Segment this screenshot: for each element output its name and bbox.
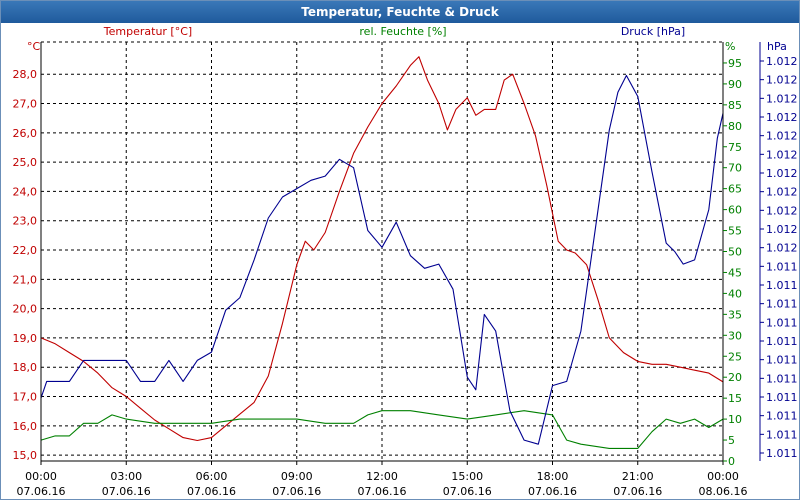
temperature-tick-label: 17,0: [13, 391, 38, 404]
x-tick-time: 18:00: [537, 470, 569, 483]
chart-axes: 15,0 16,0 17,0 18,0 19,0 20,0 21,0 22,0 23,0 24,0…: [13, 41, 798, 498]
temperature-unit-label: °C: [27, 40, 41, 53]
x-tick-date: 07.06.16: [187, 485, 236, 498]
humidity-tick-label: 60: [728, 204, 742, 217]
pressure-tick-label: 1.012: [766, 204, 798, 217]
pressure-tick-label: 1.012: [766, 130, 798, 143]
pressure-tick-label: 1.012: [766, 55, 798, 68]
pressure-tick-label: 1.011: [766, 447, 798, 460]
pressure-tick-label: 1.012: [766, 111, 798, 124]
pressure-tick-label: 1.011: [766, 298, 798, 311]
humidity-tick-label: 40: [728, 287, 742, 300]
x-tick-date: 08.06.16: [699, 485, 748, 498]
x-tick-time: 03:00: [110, 470, 142, 483]
humidity-tick-label: 50: [728, 246, 742, 259]
x-tick-date: 07.06.16: [443, 485, 492, 498]
x-tick-date: 07.06.16: [102, 485, 151, 498]
pressure-tick-label: 1.011: [766, 354, 798, 367]
humidity-tick-label: 25: [728, 350, 742, 363]
humidity-tick-label: 85: [728, 99, 742, 112]
x-tick-date: 07.06.16: [613, 485, 662, 498]
temperature-tick-label: 25,0: [13, 156, 38, 169]
temperature-tick-label: 19,0: [13, 332, 38, 345]
temperature-series-line: [40, 56, 724, 442]
pressure-tick-label: 1.012: [766, 242, 798, 255]
pressure-tick-label: 1.012: [766, 74, 798, 87]
pressure-unit-label: hPa: [767, 40, 787, 53]
temperature-tick-label: 28,0: [13, 68, 38, 81]
pressure-tick-label: 1.012: [766, 92, 798, 105]
pressure-tick-label: 1.011: [766, 335, 798, 348]
humidity-tick-label: 95: [728, 57, 742, 70]
temperature-tick-label: 16,0: [13, 420, 38, 433]
x-tick-date: 07.06.16: [358, 485, 407, 498]
pressure-tick-label: 1.012: [766, 167, 798, 180]
temperature-tick-label: 20,0: [13, 303, 38, 316]
humidity-tick-label: 10: [728, 413, 742, 426]
pressure-tick-label: 1.011: [766, 372, 798, 385]
x-tick-time: 12:00: [366, 470, 398, 483]
x-tick-date: 07.06.16: [528, 485, 577, 498]
chart-series: [40, 56, 724, 449]
x-tick-date: 07.06.16: [17, 485, 66, 498]
pressure-tick-label: 1.011: [766, 316, 798, 329]
humidity-tick-label: 15: [728, 392, 742, 405]
x-tick-date: 07.06.16: [272, 485, 321, 498]
pressure-tick-label: 1.012: [766, 148, 798, 161]
pressure-tick-label: 1.012: [766, 186, 798, 199]
humidity-tick-label: 75: [728, 141, 742, 154]
pressure-axis-label: Druck [hPa]: [621, 25, 685, 38]
temperature-tick-label: 21,0: [13, 273, 38, 286]
temperature-tick-label: 18,0: [13, 361, 38, 374]
humidity-tick-label: 30: [728, 329, 742, 342]
temperature-tick-label: 22,0: [13, 244, 38, 257]
temperature-tick-label: 23,0: [13, 215, 38, 228]
x-tick-time: 15:00: [451, 470, 483, 483]
humidity-tick-label: 90: [728, 78, 742, 91]
x-tick-time: 06:00: [196, 470, 228, 483]
humidity-tick-label: 65: [728, 183, 742, 196]
pressure-tick-label: 1.011: [766, 279, 798, 292]
temperature-tick-label: 27,0: [13, 98, 38, 111]
pressure-tick-label: 1.011: [766, 428, 798, 441]
humidity-tick-label: 70: [728, 162, 742, 175]
humidity-series-line: [40, 410, 724, 449]
humidity-tick-label: 20: [728, 371, 742, 384]
temperature-axis-label: Temperatur [°C]: [103, 25, 192, 38]
chart-labels: °C Temperatur [°C] rel. Feuchte [%] Druc…: [27, 25, 787, 53]
humidity-tick-label: 5: [728, 434, 735, 447]
chart-grid: [41, 42, 723, 461]
pressure-tick-label: 1.011: [766, 391, 798, 404]
window-title: Temperatur, Feuchte & Druck: [1, 1, 799, 23]
x-tick-time: 21:00: [622, 470, 654, 483]
pressure-tick-label: 1.012: [766, 223, 798, 236]
humidity-tick-label: 45: [728, 266, 742, 279]
humidity-tick-label: 80: [728, 120, 742, 133]
x-tick-time: 00:00: [25, 470, 57, 483]
humidity-unit-label: %: [725, 40, 735, 53]
x-tick-time: 00:00: [707, 470, 739, 483]
temperature-tick-label: 26,0: [13, 127, 38, 140]
x-tick-time: 09:00: [281, 470, 313, 483]
temperature-tick-label: 15,0: [13, 449, 38, 462]
pressure-series-line: [40, 74, 724, 445]
pressure-tick-label: 1.011: [766, 260, 798, 273]
humidity-tick-label: 55: [728, 225, 742, 238]
humidity-axis-label: rel. Feuchte [%]: [359, 25, 446, 38]
humidity-tick-label: 35: [728, 308, 742, 321]
pressure-tick-label: 1.011: [766, 410, 798, 423]
humidity-tick-label: 0: [728, 455, 735, 468]
temperature-tick-label: 24,0: [13, 185, 38, 198]
